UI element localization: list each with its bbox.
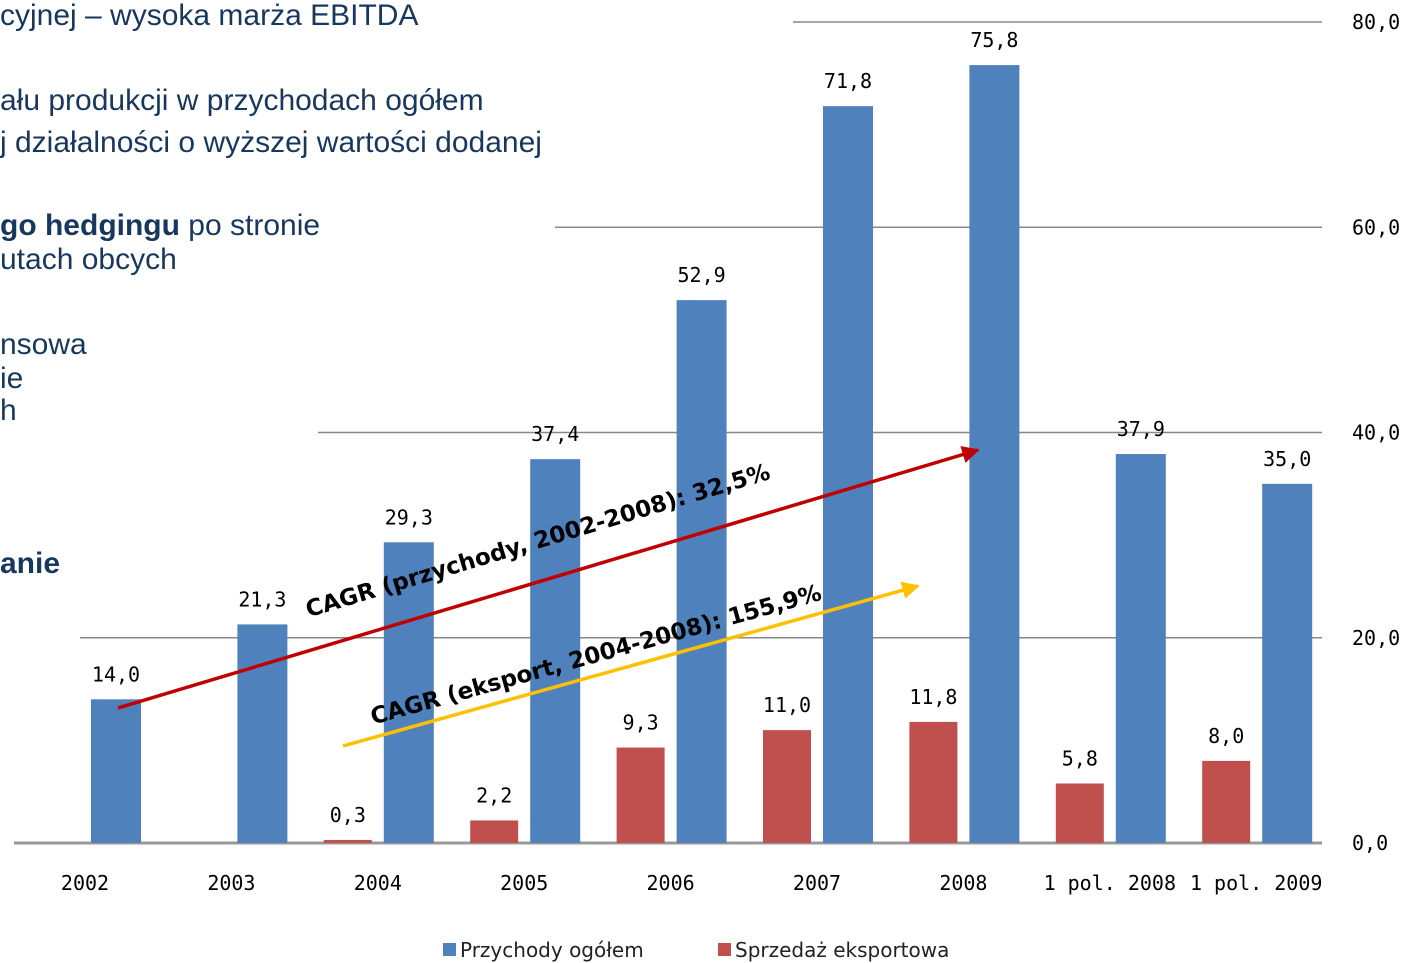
- value-label: 11,8: [909, 685, 957, 709]
- bar: [969, 65, 1020, 844]
- value-label: 75,8: [970, 28, 1018, 52]
- bar: [763, 730, 811, 843]
- y-tick-label: 20,0: [1352, 626, 1400, 650]
- side-text: ału produkcji w przychodach ogółem: [0, 84, 484, 117]
- value-label: 2,2: [476, 783, 512, 807]
- value-label: 0,3: [330, 803, 366, 827]
- x-tick-label: 1 pol. 2009: [1190, 871, 1322, 895]
- bar: [237, 624, 288, 843]
- value-label: 37,9: [1117, 417, 1165, 441]
- value-label: 14,0: [92, 662, 140, 686]
- legend-label: Przychody ogółem: [460, 938, 644, 962]
- value-label: 37,4: [531, 422, 579, 446]
- side-text-segment: ie: [0, 362, 23, 395]
- x-tick-label: 2003: [207, 871, 255, 895]
- y-tick-label: 0,0: [1352, 831, 1388, 855]
- value-label: 35,0: [1263, 447, 1311, 471]
- legend-swatch: [443, 943, 456, 956]
- side-text: utach obcych: [0, 243, 177, 276]
- y-tick-label: 40,0: [1352, 421, 1400, 445]
- side-text: anie: [0, 547, 60, 580]
- x-tick-label: 2002: [61, 871, 109, 895]
- bar: [823, 106, 873, 844]
- side-text: j działalności o wyższej wartości dodane…: [0, 126, 542, 159]
- value-label: 29,3: [385, 505, 433, 529]
- bar: [470, 820, 519, 843]
- x-tick-label: 2007: [793, 871, 841, 895]
- bar: [1055, 783, 1104, 843]
- side-text: h: [0, 394, 17, 427]
- y-tick-label: 80,0: [1352, 10, 1400, 34]
- x-tick-label: 1 pol. 2008: [1044, 871, 1176, 895]
- side-text: go hedgingu po stronie: [0, 209, 320, 242]
- legend-label: Sprzedaż eksportowa: [735, 938, 949, 962]
- side-text-segment: j działalności o wyższej wartości dodane…: [0, 126, 542, 159]
- side-text: nsowa: [0, 328, 87, 361]
- value-label: 21,3: [238, 587, 286, 611]
- bar: [530, 459, 581, 843]
- value-label: 9,3: [623, 711, 659, 735]
- side-text-segment: nsowa: [0, 328, 87, 361]
- side-text-segment: cyjnej – wysoka marża EBITDA: [0, 0, 418, 32]
- legend-swatch: [718, 943, 731, 956]
- x-tick-label: 2005: [500, 871, 548, 895]
- bar: [91, 699, 141, 843]
- value-label: 71,8: [824, 69, 872, 93]
- side-text: ie: [0, 362, 23, 395]
- annotation: CAGR (eksport, 2004-2008): 155,9%: [368, 580, 825, 730]
- value-label: 11,0: [763, 693, 811, 717]
- side-text-segment: ału produkcji w przychodach ogółem: [0, 84, 484, 117]
- bar: [1262, 483, 1313, 843]
- x-tick-label: 2004: [354, 871, 402, 895]
- bar: [616, 747, 665, 843]
- side-text-segment: h: [0, 394, 17, 427]
- annotation-arrow: [342, 581, 920, 748]
- bar: [1115, 454, 1166, 843]
- side-text-segment: go hedgingu: [0, 209, 180, 242]
- x-tick-label: 2008: [939, 871, 987, 895]
- side-text-segment: po stronie: [180, 209, 320, 242]
- annotation-arrow: [117, 446, 980, 710]
- value-label: 52,9: [678, 263, 726, 287]
- bar: [383, 542, 434, 843]
- side-text: cyjnej – wysoka marża EBITDA: [0, 0, 418, 32]
- bar: [1202, 760, 1251, 843]
- bar: [676, 300, 727, 843]
- bar: [909, 721, 958, 843]
- y-tick-label: 60,0: [1352, 215, 1400, 239]
- x-tick-label: 2006: [647, 871, 695, 895]
- value-label: 8,0: [1208, 724, 1244, 748]
- bar: [323, 839, 372, 843]
- side-text-segment: anie: [0, 547, 60, 580]
- side-text-segment: utach obcych: [0, 243, 177, 276]
- value-label: 5,8: [1062, 746, 1098, 770]
